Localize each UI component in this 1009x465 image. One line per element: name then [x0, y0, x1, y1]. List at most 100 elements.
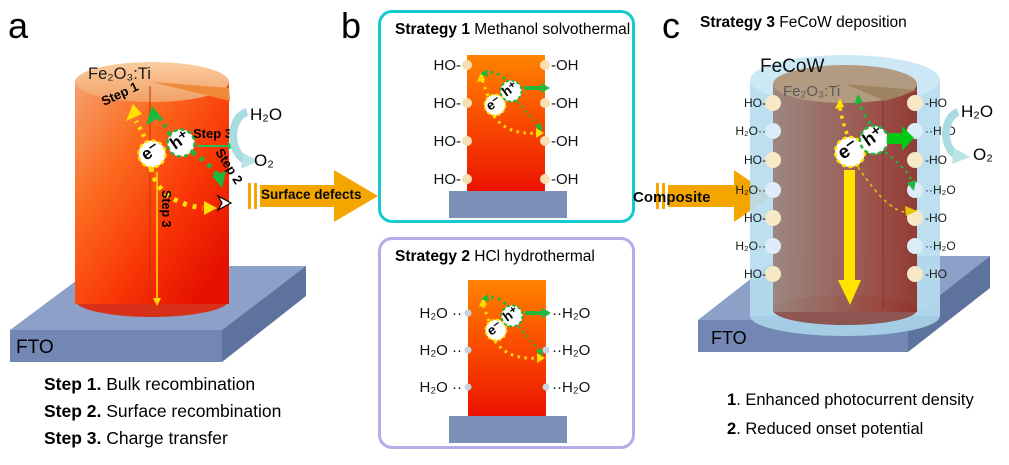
panel-c-benefits: 1. Enhanced photocurrent density 2. Redu…: [727, 386, 974, 444]
strategy2-title-bold: Strategy 2: [395, 248, 470, 265]
strategy1-box: Strategy 1 Methanol solvothermal HO- HO-…: [378, 10, 635, 223]
s1-left-label: HO-: [434, 171, 462, 188]
legend-row-2: Step 2. Surface recombination: [44, 398, 281, 425]
oxygen-label-a: O₂: [254, 151, 274, 170]
strategy1-title: Strategy 1 Methanol solvothermal: [395, 21, 630, 39]
electron-label-s1: e⁻: [483, 93, 504, 114]
electron-collection-arrow-c: [838, 170, 861, 305]
s2-right-label: ··H₂O: [552, 342, 590, 359]
benefit-2-bold: 2: [727, 420, 737, 438]
strategy2-title-rest: HCl hydrothermal: [469, 248, 595, 265]
s1-left-label: HO-: [434, 95, 462, 112]
strategy2-box: Strategy 2 HCl hydrothermal H₂O ·· H₂O ·…: [378, 237, 635, 449]
charge-transfer-arrow-c: [888, 126, 914, 151]
strategy2-title: Strategy 2 HCl hydrothermal: [395, 248, 595, 266]
s1-left-label: HO-: [434, 133, 462, 150]
fto-label-a: FTO: [16, 337, 54, 358]
shell-label: FeCoW: [760, 56, 824, 77]
legend-row-3: Step 3. Charge transfer: [44, 425, 281, 452]
c-left-label: HO-: [744, 267, 766, 281]
c-right-label: -HO: [925, 211, 947, 225]
water-label-a: H₂O: [250, 105, 282, 124]
hole-label-s1: h⁺: [499, 78, 520, 99]
strategy3-title-rest: FeCoW deposition: [774, 14, 907, 31]
benefit-2-text: . Reduced onset potential: [736, 420, 924, 438]
oxygen-label-c: O₂: [973, 145, 993, 164]
c-right-label: -HO: [925, 267, 947, 281]
cut-notch: [152, 82, 230, 101]
recombination-arrows-c: [835, 94, 917, 216]
water-oxidation-arrow-c: [942, 108, 970, 164]
electron-circle-s1: e⁻: [483, 93, 507, 117]
s1-right-label: -OH: [551, 57, 579, 74]
water-label-c: H₂O: [961, 102, 993, 121]
strategy2-illustration: H₂O ·· H₂O ·· H₂O ·· ··H₂O ··H₂O ··H₂O: [420, 280, 590, 443]
c-right-label: ··H₂O: [925, 183, 956, 197]
legend-row-1: Step 1. Bulk recombination: [44, 371, 281, 398]
fto-label-c: FTO: [711, 328, 747, 348]
c-left-label: H₂O··: [735, 183, 766, 197]
legend-1-bold: Step 1.: [44, 374, 102, 394]
hole-circle-s1: h⁺: [499, 78, 523, 103]
panel-c-illustration: FeCoW Fe₂O₃:Ti HO- H₂O·· HO- H₂O·· HO- H…: [698, 55, 993, 352]
benefit-1-bold: 1: [727, 391, 737, 409]
recombination-arrows-s1: [477, 69, 544, 138]
hole-label-s2: h⁺: [500, 303, 521, 324]
strategy1-title-rest: Methanol solvothermal: [469, 21, 631, 38]
s1-right-label: -OH: [551, 133, 579, 150]
recombination-arrows-s2: [479, 294, 545, 363]
c-left-label: H₂O··: [735, 124, 766, 138]
s2-right-label: ··H₂O: [552, 379, 590, 396]
composite-label: Composite: [633, 189, 711, 206]
c-left-label: HO-: [744, 211, 766, 225]
charge-transfer-to-fto-a: [153, 172, 161, 306]
legend-2-text: Surface recombination: [101, 401, 282, 421]
s2-left-label: H₂O ··: [420, 305, 462, 322]
strategy3-title-bold: Strategy 3: [700, 14, 775, 31]
cut-notch-c: [845, 84, 917, 101]
surface-exit-arrow: [216, 194, 233, 212]
step3-label: Step 3: [193, 126, 232, 141]
s2-right-label: ··H₂O: [552, 305, 590, 322]
c-right-label: -HO: [925, 96, 947, 110]
legend-2-bold: Step 2.: [44, 401, 102, 421]
hematite-rod-a: [75, 62, 230, 317]
benefit-row-2: 2. Reduced onset potential: [727, 415, 974, 444]
rod-s2: [468, 280, 546, 416]
c-right-label: ··H₂O: [925, 239, 956, 253]
c-left-label: HO-: [744, 96, 766, 110]
c-right-label: ··H₂O: [925, 124, 956, 138]
strategy3-title: Strategy 3 FeCoW deposition: [700, 14, 907, 32]
s1-right-label: -OH: [551, 95, 579, 112]
step3-vertical-label: Step 3: [159, 190, 173, 228]
panel-a-letter: a: [8, 5, 29, 46]
electron-label-s2: e⁻: [484, 318, 505, 339]
rod-s1: [467, 55, 545, 191]
core-label: Fe₂O₃:Ti: [783, 83, 840, 100]
material-label-a: Fe₂O₃:Ti: [88, 65, 151, 83]
charge-transfer-arrow-s2: [525, 308, 551, 318]
strategy1-title-bold: Strategy 1: [395, 21, 470, 38]
s2-left-label: H₂O ··: [420, 379, 462, 396]
water-oxidation-arrow-a: [229, 108, 259, 169]
surface-defects-arrow: [248, 170, 378, 222]
surface-dots-c: [765, 95, 923, 282]
legend-1-text: Bulk recombination: [101, 374, 256, 394]
s1-right-label: -OH: [551, 171, 579, 188]
c-right-label: -HO: [925, 153, 947, 167]
electron-circle-s2: e⁻: [484, 318, 508, 342]
s1-left-label: HO-: [434, 57, 462, 74]
panel-c-letter: c: [662, 5, 680, 46]
surface-recombination-arrows: [148, 149, 233, 215]
base-s2: [449, 416, 567, 443]
c-left-label: H₂O··: [735, 239, 766, 253]
charge-transfer-arrow-s1: [524, 83, 550, 93]
hole-circle-s2: h⁺: [500, 303, 524, 328]
c-left-label: HO-: [744, 153, 766, 167]
surface-defects-label: Surface defects: [261, 187, 362, 202]
panel-a-legend: Step 1. Bulk recombination Step 2. Surfa…: [44, 371, 281, 452]
strategy1-illustration: HO- HO- HO- HO- -OH -OH -OH -OH: [434, 55, 579, 218]
s2-left-label: H₂O ··: [420, 342, 462, 359]
benefit-row-1: 1. Enhanced photocurrent density: [727, 386, 974, 415]
